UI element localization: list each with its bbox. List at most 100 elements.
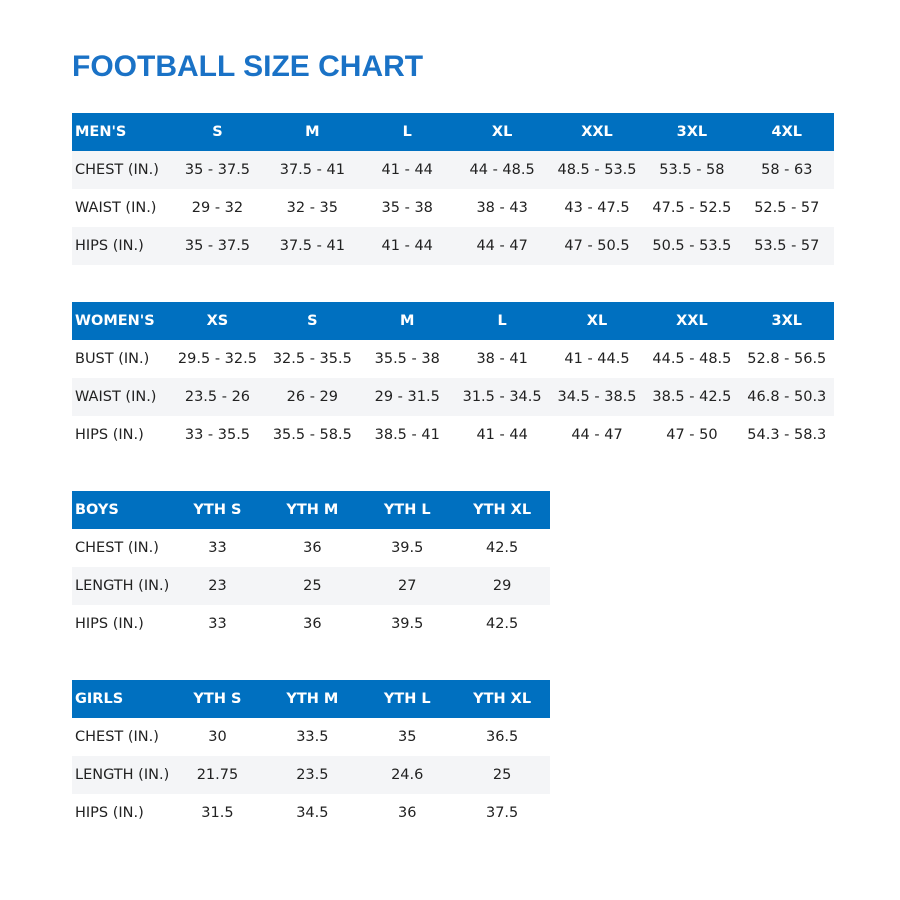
measurement-cell: 33 - 35.5	[184, 427, 251, 443]
measurement-cell: 38.5 - 41	[374, 427, 440, 443]
measurement-cell: 39.5	[391, 540, 424, 556]
measurement-cell: 23	[170, 567, 265, 605]
measurement-cell: 34.5	[296, 805, 329, 821]
measurement-cell: 33.5	[296, 729, 329, 745]
measurement-label: BUST (IN.)	[75, 351, 150, 367]
measurement-cell: 33	[208, 616, 227, 632]
measurement-label: WAIST (IN.)	[75, 200, 157, 216]
measurement-cell: 44.5 - 48.5	[652, 351, 732, 367]
table-row: HIPS (IN.) 31.5 34.5 36 37.5	[72, 794, 550, 832]
measurement-cell: 30	[208, 729, 227, 745]
header-row: BOYS YTH S YTH M YTH L YTH XL	[72, 491, 550, 529]
mens-size-table: MEN'S S M L XL XXL 3XL 4XL CHEST (IN.) 35 - 37.5 3…	[72, 113, 835, 265]
size-header: YTH L	[359, 491, 455, 529]
boys-size-table: BOYS YTH S YTH M YTH L YTH XL CHEST (IN.) 33 36…	[72, 491, 550, 643]
measurement-cell: 53.5 - 57	[739, 227, 835, 265]
table-row: HIPS (IN.) 33 - 35.5 35.5 - 58.5 38.5 - 41 4…	[72, 416, 834, 454]
measurement-cell: 43 - 47.5	[564, 200, 630, 216]
page-title: FOOTBALL SIZE CHART	[72, 50, 424, 83]
header-row: MEN'S S M L XL XXL 3XL 4XL	[72, 113, 835, 151]
table-row: HIPS (IN.) 35 - 37.5 37.5 - 41 41 - 44 44 - …	[72, 227, 835, 265]
measurement-cell: 32 - 35	[286, 200, 339, 216]
measurement-cell: 41 - 44	[359, 227, 455, 265]
measurement-label: CHEST (IN.)	[75, 540, 159, 556]
measurement-cell: 35 - 37.5	[170, 227, 265, 265]
measurement-cell: 29 - 32	[191, 200, 244, 216]
measurement-label: CHEST (IN.)	[75, 729, 159, 745]
measurement-cell: 50.5 - 53.5	[644, 227, 740, 265]
measurement-cell: 36	[303, 540, 322, 556]
measurement-label: WAIST (IN.)	[72, 378, 170, 416]
measurement-cell: 47 - 50	[666, 427, 718, 443]
table-row: HIPS (IN.) 33 36 39.5 42.5	[72, 605, 550, 643]
size-header: L	[359, 113, 455, 151]
size-header: XL	[454, 113, 550, 151]
measurement-cell: 33	[208, 540, 227, 556]
table-row: LENGTH (IN.) 21.75 23.5 24.6 25	[72, 756, 550, 794]
category-header: BOYS	[72, 491, 170, 529]
measurement-cell: 29	[454, 567, 550, 605]
measurement-cell: 53.5 - 58	[644, 151, 740, 189]
measurement-cell: 35.5 - 38	[374, 351, 440, 367]
table-row: WAIST (IN.) 29 - 32 32 - 35 35 - 38 38 - 43 4…	[72, 189, 834, 227]
table-row: CHEST (IN.) 30 33.5 35 36.5	[72, 718, 550, 756]
size-header: XL	[549, 302, 645, 340]
size-header: XXL	[549, 113, 645, 151]
measurement-cell: 35 - 38	[381, 200, 433, 216]
measurement-cell: 25	[454, 756, 550, 794]
measurement-cell: 44 - 48.5	[454, 151, 550, 189]
table-row: WAIST (IN.) 23.5 - 26 26 - 29 29 - 31.5 31.5…	[72, 378, 835, 416]
measurement-label: HIPS (IN.)	[75, 616, 144, 632]
size-header: XS	[170, 302, 265, 340]
measurement-cell: 52.8 - 56.5	[747, 351, 827, 367]
size-header: YTH L	[359, 680, 455, 718]
size-header: M	[264, 113, 360, 151]
measurement-cell: 31.5 - 34.5	[454, 378, 550, 416]
womens-size-table: WOMEN'S XS S M L XL XXL 3XL BUST (IN.) 29.5 - 32.…	[72, 302, 835, 454]
size-header: YTH M	[264, 680, 360, 718]
measurement-cell: 35	[398, 729, 417, 745]
measurement-cell: 42.5	[485, 540, 519, 556]
measurement-cell: 48.5 - 53.5	[549, 151, 645, 189]
table-row: CHEST (IN.) 35 - 37.5 37.5 - 41 41 - 44 44 -…	[72, 151, 835, 189]
size-header: XXL	[644, 302, 740, 340]
measurement-cell: 54.3 - 58.3	[747, 427, 827, 443]
measurement-cell: 44 - 47	[571, 427, 623, 443]
measurement-cell: 34.5 - 38.5	[549, 378, 645, 416]
table-row: LENGTH (IN.) 23 25 27 29	[72, 567, 550, 605]
measurement-label: HIPS (IN.)	[75, 427, 144, 443]
measurement-cell: 47 - 50.5	[549, 227, 645, 265]
size-header: YTH XL	[454, 680, 550, 718]
measurement-cell: 37.5 - 41	[264, 151, 360, 189]
size-header: 3XL	[739, 302, 835, 340]
measurement-cell: 32.5 - 35.5	[272, 351, 352, 367]
measurement-cell: 44 - 47	[454, 227, 550, 265]
header-row: WOMEN'S XS S M L XL XXL 3XL	[72, 302, 835, 340]
measurement-cell: 25	[264, 567, 360, 605]
size-header: 3XL	[644, 113, 740, 151]
measurement-label: HIPS (IN.)	[72, 227, 170, 265]
measurement-cell: 23.5	[264, 756, 360, 794]
measurement-cell: 38.5 - 42.5	[644, 378, 740, 416]
size-header: S	[170, 113, 265, 151]
measurement-cell: 36	[303, 616, 322, 632]
size-header: YTH S	[170, 680, 265, 718]
size-header: YTH S	[170, 491, 265, 529]
table-row: CHEST (IN.) 33 36 39.5 42.5	[72, 529, 550, 567]
measurement-cell: 31.5	[201, 805, 234, 821]
measurement-cell: 37.5 - 41	[264, 227, 360, 265]
header-row: GIRLS YTH S YTH M YTH L YTH XL	[72, 680, 550, 718]
measurement-cell: 35.5 - 58.5	[272, 427, 352, 443]
size-header: M	[359, 302, 455, 340]
measurement-cell: 24.6	[359, 756, 455, 794]
category-header: WOMEN'S	[72, 302, 170, 340]
measurement-cell: 38 - 43	[476, 200, 528, 216]
measurement-cell: 29 - 31.5	[359, 378, 455, 416]
measurement-cell: 42.5	[485, 616, 519, 632]
measurement-cell: 39.5	[391, 616, 424, 632]
table-row: BUST (IN.) 29.5 - 32.5 32.5 - 35.5 35.5 - 3…	[72, 340, 834, 378]
measurement-cell: 52.5 - 57	[754, 200, 820, 216]
measurement-cell: 26 - 29	[264, 378, 360, 416]
measurement-cell: 37.5	[485, 805, 519, 821]
size-header: YTH XL	[454, 491, 550, 529]
